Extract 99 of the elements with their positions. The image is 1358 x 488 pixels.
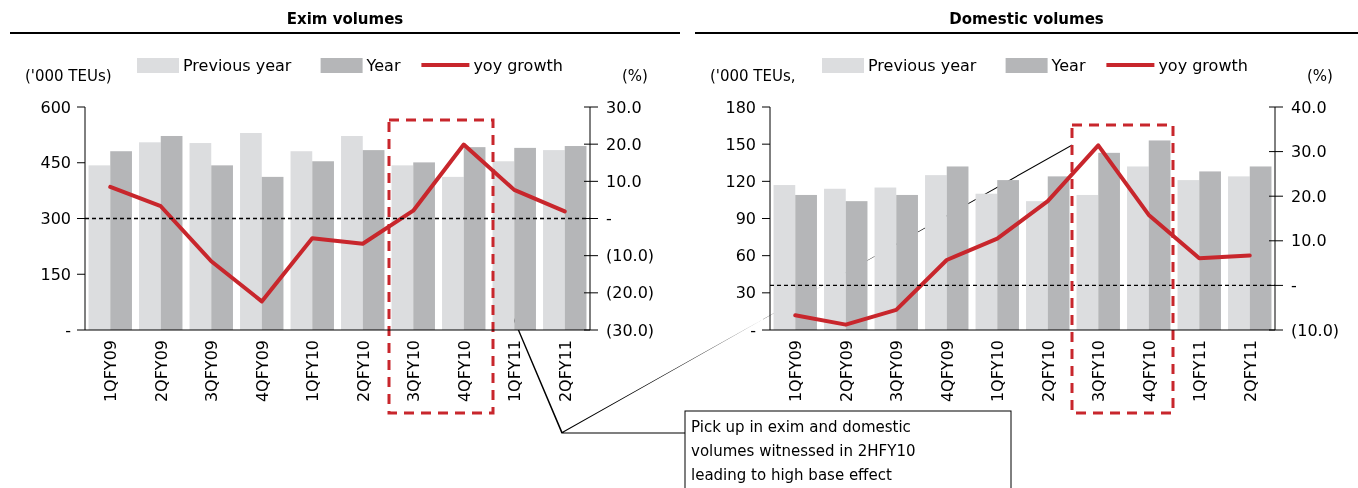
bar — [413, 162, 435, 330]
chart-title: Domestic volumes — [949, 10, 1104, 28]
y-tick-label: 180 — [725, 97, 756, 117]
y2-tick-label: - — [1291, 276, 1297, 295]
bar — [261, 176, 284, 330]
x-tick-label: 1QFY09 — [786, 340, 806, 403]
bar — [139, 142, 161, 330]
bar — [1098, 152, 1120, 330]
x-tick-label: 2QFY11 — [555, 340, 575, 403]
y-tick-label: 300 — [40, 209, 71, 229]
bar — [874, 187, 897, 330]
y-tick-label: 90 — [735, 209, 756, 229]
y-tick-label: 150 — [40, 264, 71, 284]
y2-axis-title: (%) — [622, 67, 648, 85]
bar — [543, 150, 565, 330]
y-tick-label: 600 — [40, 97, 71, 117]
legend-label: Year — [365, 56, 401, 75]
x-tick-label: 4QFY10 — [454, 340, 474, 403]
x-tick-label: 4QFY09 — [937, 340, 957, 403]
bar — [211, 165, 233, 330]
x-tick-label: 3QFY10 — [404, 340, 424, 403]
bar — [442, 176, 464, 330]
legend-label: Previous year — [868, 56, 977, 75]
bar — [341, 135, 363, 330]
x-tick-label: 2QFY10 — [1038, 340, 1058, 403]
x-tick-label: 1QFY09 — [101, 340, 121, 403]
bar — [1148, 140, 1171, 330]
bar — [362, 150, 385, 330]
x-tick-label: 2QFY10 — [353, 340, 373, 403]
y2-tick-label: 30.0 — [1291, 142, 1327, 162]
bar — [795, 194, 817, 330]
x-tick-label: 3QFY09 — [887, 340, 907, 403]
bar — [975, 193, 998, 330]
bar — [773, 185, 796, 330]
x-tick-label: 3QFY09 — [202, 340, 222, 403]
y-tick-label: 150 — [725, 134, 756, 154]
bar — [1026, 201, 1048, 330]
x-tick-label: 2QFY11 — [1240, 340, 1260, 403]
bar — [824, 188, 846, 330]
x-tick-label: 1QFY10 — [988, 340, 1008, 403]
x-tick-label: 4QFY09 — [252, 340, 272, 403]
bar — [514, 147, 536, 330]
line-series — [793, 143, 1252, 327]
x-tick-label: 4QFY10 — [1139, 340, 1159, 403]
y2-tick-label: 20.0 — [606, 134, 642, 154]
x-tick-label: 2QFY09 — [151, 340, 171, 403]
y2-tick-label: 40.0 — [1291, 97, 1327, 117]
bar — [896, 194, 918, 330]
y2-tick-label: 30.0 — [606, 97, 642, 117]
bar — [946, 166, 969, 330]
bar — [240, 133, 262, 330]
legend-label: Previous year — [183, 56, 292, 75]
x-tick-label: 3QFY10 — [1089, 340, 1109, 403]
y2-tick-label: (30.0) — [606, 320, 655, 340]
legend-label: yoy growth — [473, 56, 563, 75]
y-axis-title: ('000 TEUs, — [710, 67, 796, 85]
y2-tick-label: 20.0 — [1291, 186, 1327, 206]
bar — [1047, 176, 1070, 330]
y-tick-label: 60 — [735, 246, 756, 266]
bar — [1076, 194, 1099, 330]
bar — [1249, 166, 1272, 330]
y-tick-label: 120 — [725, 171, 756, 191]
y2-tick-label: 10.0 — [1291, 231, 1327, 251]
y2-tick-label: (10.0) — [1291, 320, 1340, 340]
bar — [1177, 180, 1200, 330]
bar — [110, 151, 132, 330]
y2-tick-label: (10.0) — [606, 246, 655, 266]
bar — [925, 175, 947, 330]
chart-title: Exim volumes — [286, 10, 404, 28]
bar — [564, 146, 587, 330]
x-tick-label: 1QFY11 — [1190, 340, 1210, 403]
y2-axis-title: (%) — [1307, 67, 1333, 85]
bar — [463, 147, 486, 330]
x-tick-label: 1QFY10 — [303, 340, 323, 403]
bar — [1199, 171, 1221, 330]
bar — [1228, 176, 1250, 330]
y2-tick-label: - — [606, 209, 612, 229]
y2-tick-label: 10.0 — [606, 171, 642, 191]
y2-tick-label: (20.0) — [606, 283, 655, 303]
bar — [845, 201, 868, 330]
legend-label: yoy growth — [1158, 56, 1248, 75]
x-tick-label: 1QFY11 — [505, 340, 525, 403]
bar — [1127, 166, 1149, 330]
y-tick-label: 450 — [40, 153, 71, 173]
bar — [312, 161, 334, 330]
bar — [160, 135, 183, 330]
bar — [290, 151, 313, 330]
y-tick-label: 30 — [735, 283, 756, 303]
text: Pick up in exim and domestic volumes witnessed in 2HFY10 leading to high base effect — [691, 418, 916, 484]
bar — [189, 143, 212, 330]
legend-label: Year — [1050, 56, 1086, 75]
bar — [88, 165, 111, 330]
x-tick-label: 2QFY09 — [836, 340, 856, 403]
line-series — [108, 142, 567, 304]
bar — [391, 165, 414, 330]
y-tick-label: - — [65, 320, 71, 340]
bar — [997, 180, 1019, 330]
y-axis-title: ('000 TEUs) — [25, 67, 112, 85]
y-tick-label: - — [750, 320, 756, 340]
